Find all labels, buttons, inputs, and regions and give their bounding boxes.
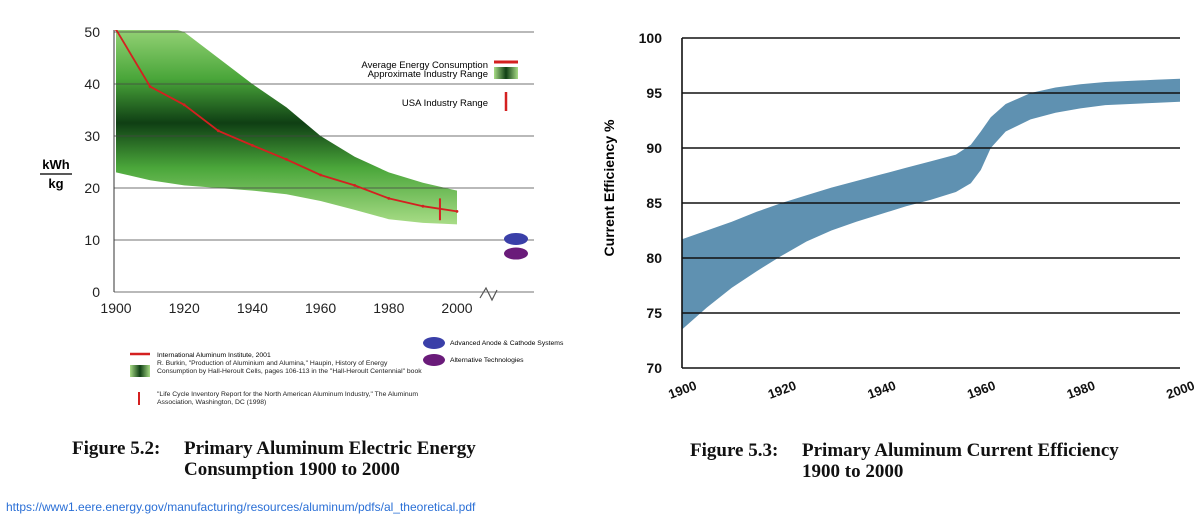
- x-tick-labels: 1900 1920 1940 1960 1980 2000: [666, 378, 1196, 402]
- x-tick-label: 1940: [237, 300, 268, 316]
- alternative-technologies-marker: [504, 247, 528, 260]
- average-energy-point: [182, 103, 186, 107]
- figure-5-2-label: Figure 5.2:: [72, 438, 161, 459]
- average-energy-point: [421, 204, 425, 208]
- average-energy-point: [319, 173, 322, 177]
- figure-5-3-label: Figure 5.3:: [690, 440, 779, 461]
- figure-5-3-title-line2: 1900 to 2000: [802, 461, 904, 482]
- y-tick-label: 75: [646, 305, 662, 321]
- gridlines: [113, 30, 534, 293]
- figure-5-2-title-line1: Primary Aluminum Electric Energy: [184, 438, 476, 459]
- energy-consumption-chart: 0 10 20 30 40 50 1900 1920 1940 1960 1980 2000 kWh…: [40, 24, 564, 406]
- legend-range-swatch: [494, 67, 518, 79]
- industry-range-band: [116, 30, 457, 225]
- efficiency-band: [682, 78, 1180, 330]
- source-link[interactable]: https://www1.eere.energy.gov/manufacturi…: [6, 500, 476, 514]
- average-energy-point: [216, 129, 220, 133]
- footnote-alt: Alternative Technologies: [450, 357, 524, 364]
- x-tick-label: 2000: [441, 300, 472, 316]
- y-tick-label: 50: [84, 24, 100, 40]
- legend-avg-label: Average Energy Consumption: [361, 60, 488, 71]
- footnote-2: R. Burkin, "Production of Aluminium and …: [157, 360, 422, 375]
- average-energy-point: [387, 197, 391, 200]
- future-technology-markers: [504, 232, 528, 260]
- efficiency-band-area: [682, 78, 1180, 330]
- y-tick-label: 20: [84, 180, 100, 196]
- x-tick-label: 1920: [169, 300, 200, 316]
- figure-5-3-title-line1: Primary Aluminum Current Efficiency: [802, 440, 1119, 461]
- figure-5-2-title-line2: Consumption 1900 to 2000: [184, 459, 400, 480]
- y-tick-labels: 0 10 20 30 40 50: [84, 24, 100, 300]
- footnote-1: International Aluminum Institute, 2001: [157, 352, 271, 359]
- x-tick-labels: 1900 1920 1940 1960 1980 2000: [100, 300, 472, 316]
- x-tick-label: 1940: [866, 378, 898, 402]
- average-energy-point: [285, 158, 288, 161]
- average-energy-point: [353, 184, 357, 187]
- y-tick-label: 40: [84, 76, 100, 92]
- y-tick-label: 100: [639, 30, 663, 46]
- x-tick-label: 1980: [1065, 378, 1097, 402]
- average-energy-line: [114, 30, 459, 213]
- average-energy-point: [251, 143, 254, 147]
- legend: Average Energy Consumption Approximate I…: [361, 60, 518, 111]
- y-tick-label: 90: [646, 140, 662, 156]
- y-tick-labels: 70 75 80 85 90 95 100: [639, 30, 663, 376]
- y-axis-title: Current Efficiency %: [601, 119, 617, 256]
- x-tick-label: 1960: [305, 300, 336, 316]
- footnote-3-box: "Life Cycle Inventory Report for the Nor…: [157, 391, 419, 406]
- footnote-3: "Life Cycle Inventory Report for the Nor…: [157, 391, 419, 406]
- gridlines: [681, 37, 1180, 369]
- y-tick-label: 85: [646, 195, 662, 211]
- footnote-alt-swatch: [423, 354, 445, 366]
- x-tick-label: 1980: [373, 300, 404, 316]
- y-unit-top: kWh: [42, 157, 70, 172]
- y-tick-label: 30: [84, 128, 100, 144]
- x-tick-label: 2000: [1164, 378, 1196, 402]
- industry-range-area: [116, 30, 457, 225]
- y-tick-label: 80: [646, 250, 662, 266]
- footnote-anode-swatch: [423, 337, 445, 349]
- x-tick-label: 1920: [766, 378, 798, 402]
- x-tick-label: 1960: [965, 378, 997, 402]
- average-energy-point: [114, 30, 118, 31]
- footnote-2-swatch: [130, 365, 150, 377]
- footnote-2-box: R. Burkin, "Production of Aluminium and …: [157, 360, 422, 375]
- footnotes: International Aluminum Institute, 2001 R…: [130, 337, 564, 406]
- y-tick-label: 0: [92, 284, 100, 300]
- axis-break: [479, 286, 498, 302]
- y-unit-bottom: kg: [48, 176, 63, 191]
- average-energy-point: [148, 85, 152, 88]
- figure-5-3-caption: Figure 5.3: Primary Aluminum Current Effi…: [690, 440, 1119, 482]
- y-axis-unit: kWh kg: [40, 157, 72, 191]
- current-efficiency-chart: 70 75 80 85 90 95 100 1900 1920 1940 1960 1980 2000…: [601, 30, 1197, 402]
- x-tick-label: 1900: [666, 378, 698, 402]
- footnote-anode: Advanced Anode & Cathode Systems: [450, 340, 564, 347]
- x-tick-label: 1900: [100, 300, 131, 316]
- average-energy-point: [455, 210, 459, 213]
- legend-range-label: Approximate Industry Range: [368, 69, 488, 80]
- y-tick-label: 70: [646, 360, 662, 376]
- y-tick-label: 10: [84, 232, 100, 248]
- figure-5-2-caption: Figure 5.2: Primary Aluminum Electric Ene…: [72, 438, 476, 480]
- advanced-anode-marker: [504, 232, 528, 245]
- y-tick-label: 95: [646, 85, 662, 101]
- legend-usa-label: USA Industry Range: [402, 98, 488, 109]
